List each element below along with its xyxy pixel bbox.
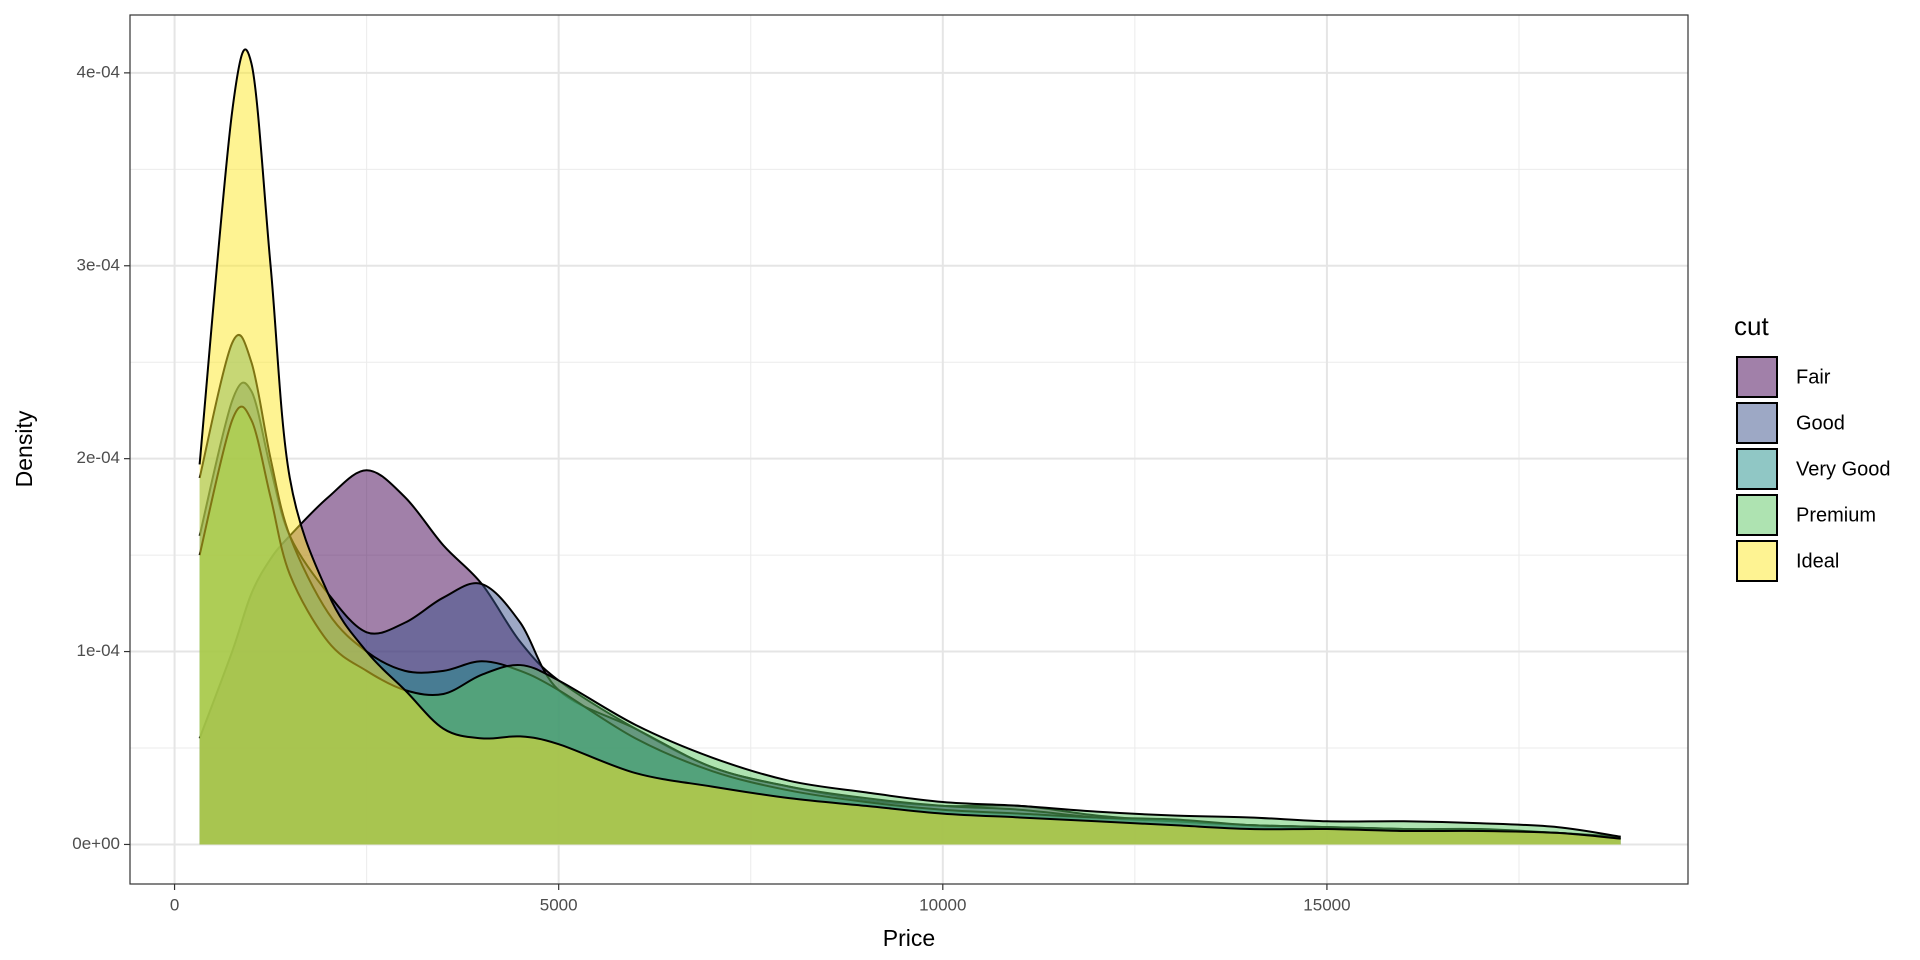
- x-tick-label: 5000: [540, 895, 578, 914]
- legend-label: Ideal: [1796, 550, 1839, 572]
- plot-area: [198, 48, 1621, 845]
- legend-key: [1736, 448, 1778, 490]
- legend-key: [1736, 494, 1778, 536]
- legend-label: Fair: [1796, 366, 1831, 388]
- y-tick-label: 2e-04: [77, 448, 120, 467]
- legend-key: [1736, 540, 1778, 582]
- legend-key: [1736, 356, 1778, 398]
- legend-label: Good: [1796, 412, 1845, 434]
- y-tick-label: 4e-04: [77, 62, 120, 81]
- density-line: [198, 48, 1621, 840]
- grid: [130, 15, 1688, 884]
- density-area: [199, 406, 1621, 845]
- y-tick-label: 1e-04: [77, 641, 120, 660]
- legend-label: Very Good: [1796, 458, 1891, 480]
- legend: Fair Good Very Good Premium Ideal: [1736, 356, 1891, 582]
- x-tick-label: 0: [170, 895, 179, 914]
- legend-title: cut: [1734, 311, 1769, 341]
- x-tick-label: 15000: [1303, 895, 1350, 914]
- y-tick-label: 3e-04: [77, 255, 120, 274]
- y-axis-title: Density: [11, 410, 37, 487]
- x-tick-label: 10000: [919, 895, 966, 914]
- y-tick-label: 0e+00: [72, 834, 120, 853]
- legend-key: [1736, 402, 1778, 444]
- legend-label: Premium: [1796, 504, 1876, 526]
- panel-border: [129, 14, 1689, 885]
- density-area: [199, 49, 1621, 845]
- x-axis-title: Price: [883, 925, 935, 951]
